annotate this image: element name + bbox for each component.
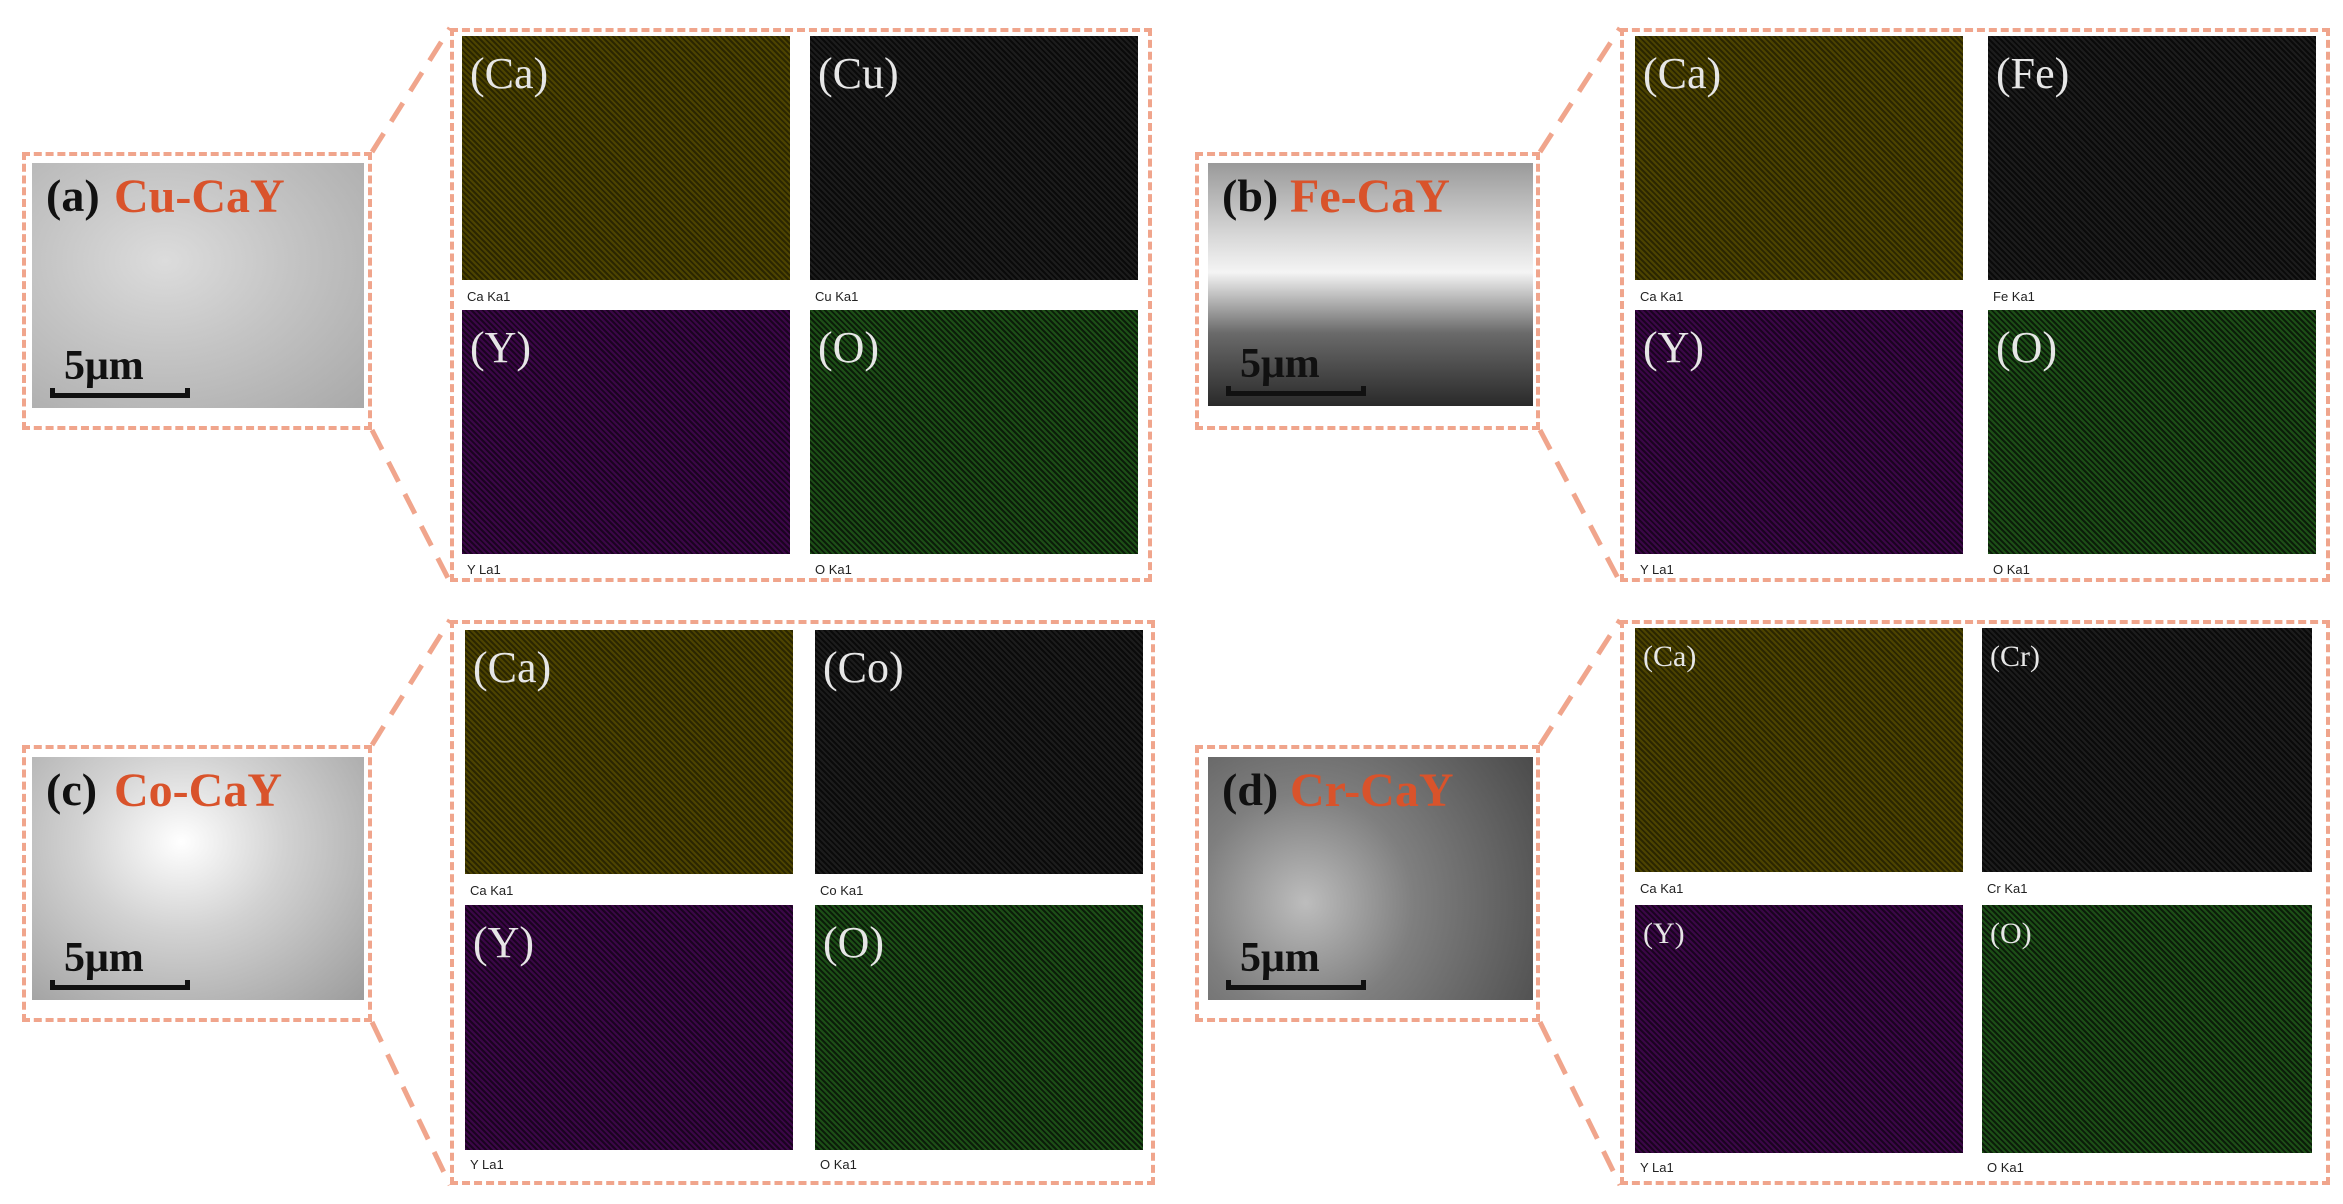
map-title: (O) xyxy=(823,918,885,967)
sem-frame-d xyxy=(1195,745,1540,1022)
map-caption: Ca Ka1 xyxy=(1640,289,1684,304)
eds-map-ca: (Ca) xyxy=(1635,628,1963,872)
map-title: (Ca) xyxy=(1643,49,1722,98)
eds-map-co: (Co) xyxy=(815,630,1143,874)
sem-image-b: (b) Fe-CaY 5μm xyxy=(1208,163,1533,406)
map-title: (Y) xyxy=(470,323,532,372)
sample-name: Fe-CaY xyxy=(1290,170,1450,223)
map-caption: Y La1 xyxy=(467,562,501,577)
map-title: (Y) xyxy=(1643,323,1705,372)
map-caption: Cu Ka1 xyxy=(815,289,859,304)
map-title: (O) xyxy=(1990,917,2032,950)
eds-frame-d xyxy=(1620,620,2330,1185)
sem-frame-b xyxy=(1195,152,1540,430)
panel-letter: (a) xyxy=(46,170,100,221)
map-caption: Cr Ka1 xyxy=(1987,881,2028,896)
map-caption: Y La1 xyxy=(1640,1160,1674,1175)
scale-bar-line xyxy=(1226,386,1366,396)
scale-label: 5μm xyxy=(64,935,144,981)
eds-map-cr: (Cr) xyxy=(1982,628,2312,872)
map-caption: Fe Ka1 xyxy=(1993,289,2035,304)
scale-bar-line xyxy=(1226,980,1366,990)
eds-map-ca: (Ca) xyxy=(465,630,793,874)
sample-name: Cr-CaY xyxy=(1290,764,1454,817)
eds-frame-a xyxy=(450,28,1152,582)
sample-name: Co-CaY xyxy=(114,764,282,817)
map-caption: O Ka1 xyxy=(1987,1160,2024,1175)
panel-letter: (c) xyxy=(46,764,98,815)
map-caption: Y La1 xyxy=(1640,562,1674,577)
map-title: (O) xyxy=(1996,323,2058,372)
map-title: (Co) xyxy=(823,643,904,692)
map-title: (Cr) xyxy=(1990,640,2040,673)
map-caption: O Ka1 xyxy=(820,1157,857,1172)
map-title: (Y) xyxy=(1643,917,1685,950)
map-caption: O Ka1 xyxy=(815,562,852,577)
eds-map-ca: (Ca) xyxy=(462,36,790,280)
scale-bar-line xyxy=(50,980,190,990)
map-caption: Y La1 xyxy=(470,1157,504,1172)
panel-letter: (d) xyxy=(1222,764,1279,815)
sem-image-a: (a) Cu-CaY 5μm xyxy=(32,163,364,408)
scale-bar: 5μm xyxy=(1220,340,1366,400)
map-title: (Ca) xyxy=(473,643,552,692)
map-caption: Ca Ka1 xyxy=(470,883,514,898)
map-title: (Y) xyxy=(473,918,535,967)
sem-image-d: (d) Cr-CaY 5μm xyxy=(1208,757,1533,1000)
map-caption: Co Ka1 xyxy=(820,883,864,898)
scale-bar-line xyxy=(50,388,190,398)
scale-bar: 5μm xyxy=(44,342,190,402)
map-title: (Cu) xyxy=(818,49,899,98)
scale-label: 5μm xyxy=(1240,341,1320,387)
map-title: (Ca) xyxy=(470,49,549,98)
eds-map-o: (O) xyxy=(1988,310,2316,554)
eds-map-fe: (Fe) xyxy=(1988,36,2316,280)
eds-map-o: (O) xyxy=(810,310,1138,554)
eds-map-cu: (Cu) xyxy=(810,36,1138,280)
eds-frame-c xyxy=(450,620,1155,1185)
eds-map-o: (O) xyxy=(815,905,1143,1150)
scale-bar: 5μm xyxy=(44,934,190,994)
map-caption: Ca Ka1 xyxy=(467,289,511,304)
map-caption: Ca Ka1 xyxy=(1640,881,1684,896)
eds-map-y: (Y) xyxy=(462,310,790,554)
map-title: (Ca) xyxy=(1643,640,1697,673)
scale-label: 5μm xyxy=(64,343,144,389)
map-caption: O Ka1 xyxy=(1993,562,2030,577)
panel-letter: (b) xyxy=(1222,170,1279,221)
eds-frame-b xyxy=(1620,28,2330,582)
eds-map-y: (Y) xyxy=(1635,905,1963,1153)
map-title: (Fe) xyxy=(1996,49,2070,98)
eds-map-y: (Y) xyxy=(1635,310,1963,554)
eds-map-y: (Y) xyxy=(465,905,793,1150)
sem-frame-a xyxy=(22,152,372,430)
sem-image-c: (c) Co-CaY 5μm xyxy=(32,757,364,1000)
sample-name: Cu-CaY xyxy=(114,170,285,223)
sem-frame-c xyxy=(22,745,372,1022)
scale-label: 5μm xyxy=(1240,935,1320,981)
scale-bar: 5μm xyxy=(1220,934,1366,994)
map-title: (O) xyxy=(818,323,880,372)
eds-map-ca: (Ca) xyxy=(1635,36,1963,280)
eds-map-o: (O) xyxy=(1982,905,2312,1153)
